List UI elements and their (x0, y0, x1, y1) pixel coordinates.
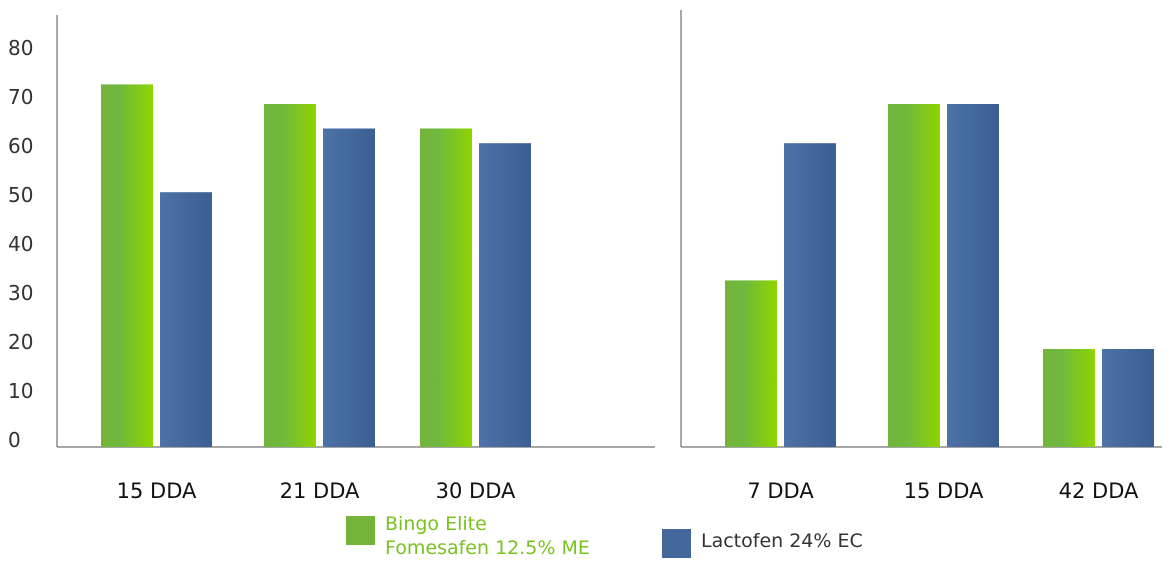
y-tick-label: 30 (8, 281, 33, 305)
bar-bingo-elite (1043, 349, 1095, 447)
legend-label-bingo-elite: Bingo Elite Fomesafen 12.5% ME (385, 512, 595, 560)
legend-swatch-blue (662, 529, 691, 558)
bar-lactofen (1102, 349, 1154, 447)
y-tick-label: 70 (8, 85, 33, 109)
left-chart-panel: 0 10 20 30 40 50 60 70 80 15 DDA 21 DDA 30 DDA (8, 15, 655, 503)
x-category-label: 15 DDA (904, 479, 984, 503)
bar-bingo-elite (101, 84, 153, 448)
bar-bingo-elite (264, 104, 316, 447)
y-tick-label: 20 (8, 330, 33, 354)
bar-lactofen (947, 104, 999, 447)
x-category-label: 30 DDA (436, 479, 516, 503)
y-tick-label: 50 (8, 183, 33, 207)
legend-item-bingo-elite: Bingo Elite Fomesafen 12.5% ME (346, 512, 595, 560)
x-category-label: 7 DDA (747, 479, 814, 503)
bar-lactofen (160, 192, 212, 447)
legend-label-lactofen: Lactofen 24% EC (701, 530, 863, 552)
x-category-label: 21 DDA (280, 479, 360, 503)
bar-bingo-elite (888, 104, 940, 447)
right-chart-panel: 7 DDA 15 DDA 42 DDA (680, 10, 1162, 503)
x-category-label: 15 DDA (117, 479, 197, 503)
y-tick-label: 60 (8, 134, 33, 158)
y-tick-label: 80 (8, 36, 33, 60)
y-tick-label: 0 (8, 428, 21, 452)
legend-item-lactofen: Lactofen 24% EC (662, 529, 863, 558)
bar-bingo-elite (420, 128, 472, 447)
legend-label-line-1: Bingo Elite (385, 513, 487, 535)
legend-swatch-green (346, 516, 375, 545)
y-tick-label: 40 (8, 232, 33, 256)
x-category-label: 42 DDA (1059, 479, 1139, 503)
bar-lactofen (479, 143, 531, 447)
y-tick-label: 10 (8, 379, 33, 403)
legend-label-line-2: Fomesafen 12.5% ME (385, 537, 590, 559)
bar-bingo-elite (725, 280, 777, 447)
bar-lactofen (323, 128, 375, 447)
bar-lactofen (784, 143, 836, 447)
